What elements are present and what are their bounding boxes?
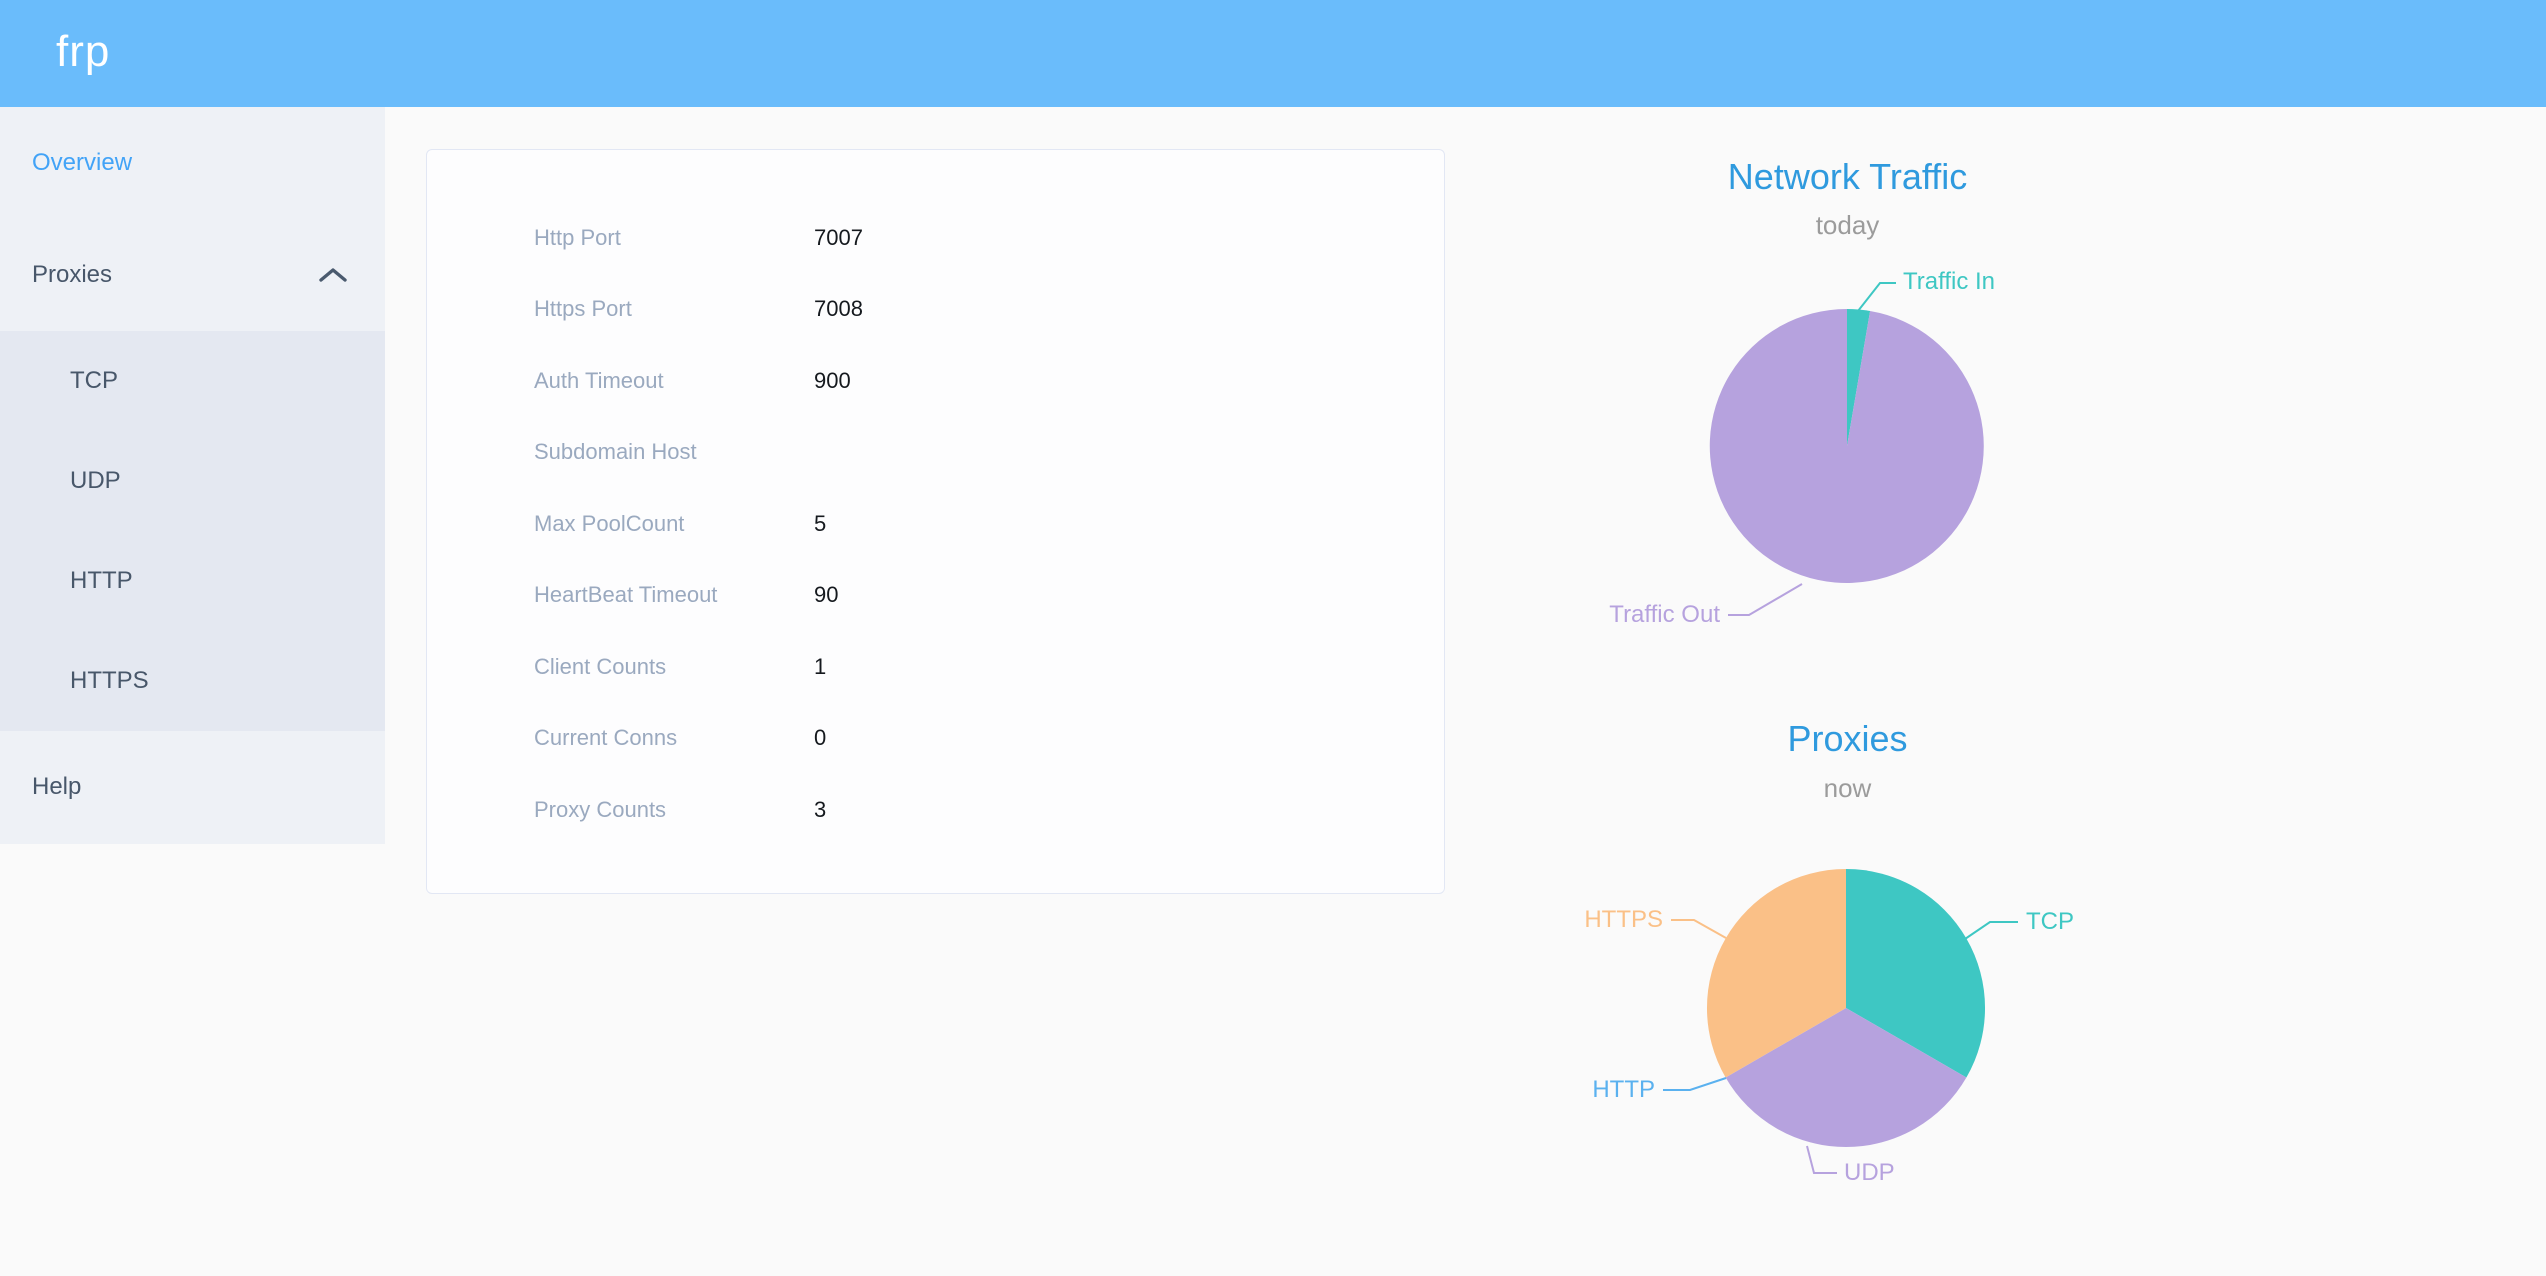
config-value: 900 [814, 367, 851, 393]
chart-title-network-traffic: Network Traffic [1727, 156, 1968, 197]
sidebar-item-tcp[interactable]: TCP [70, 367, 118, 394]
server-config-card: Http Port 7007 Https Port 7008 Auth Time… [426, 149, 1445, 894]
sidebar-item-proxies[interactable]: Proxies [0, 219, 385, 331]
pie-label-traffic-in: Traffic In [1903, 268, 1996, 295]
sidebar-item-http[interactable]: HTTP [70, 567, 133, 594]
charts-panel: Network Traffic today Proxies now Traffi… [1445, 107, 2250, 1234]
config-label: Current Conns [534, 725, 678, 751]
sidebar-item-help[interactable]: Help [32, 773, 82, 800]
udp-connector-line [1806, 1145, 1837, 1174]
chart-subtitle-network-traffic: today [1815, 210, 1880, 240]
proxies-pie-chart [1663, 869, 2018, 1174]
config-value: 7008 [814, 296, 863, 322]
config-value: 5 [814, 510, 827, 536]
pie-slice-udp[interactable] [1725, 1008, 1967, 1148]
config-row-client-counts: Client Counts 1 [427, 631, 1444, 703]
config-label: Client Counts [534, 653, 667, 679]
chevron-up-icon [319, 268, 347, 282]
config-label: Auth Timeout [534, 367, 664, 393]
network-traffic-pie-chart [1709, 282, 1984, 616]
sidebar-item-proxies-label: Proxies [32, 261, 113, 288]
config-label: Subdomain Host [534, 439, 697, 465]
config-row-max-poolcount: Max PoolCount 5 [427, 488, 1444, 560]
pie-slice-tcp[interactable] [1846, 869, 1986, 1078]
config-label: HeartBeat Timeout [534, 582, 718, 608]
app-header: frp [0, 0, 2546, 107]
https-connector-line [1671, 919, 1727, 939]
config-value: 1 [814, 653, 827, 679]
traffic-out-connector-line [1728, 583, 1803, 616]
pie-label-udp: UDP [1844, 1159, 1895, 1186]
config-value: 7007 [814, 224, 863, 250]
config-row-http-port: Http Port 7007 [427, 202, 1444, 274]
pie-label-http: HTTP [1592, 1076, 1655, 1103]
pie-slice-traffic-in[interactable] [1847, 309, 1871, 446]
config-row-heartbeat-timeout: HeartBeat Timeout 90 [427, 560, 1444, 632]
chart-title-proxies: Proxies [1787, 718, 1908, 759]
app-logo: frp [56, 27, 111, 76]
config-label: Http Port [534, 224, 621, 250]
config-row-https-port: Https Port 7008 [427, 274, 1444, 346]
config-value: 3 [814, 796, 827, 822]
sidebar-submenu-proxies: TCP UDP HTTP HTTPS [0, 331, 385, 731]
config-label: Proxy Counts [534, 796, 667, 822]
sidebar-item-https[interactable]: HTTPS [70, 667, 149, 694]
pie-label-https: HTTPS [1584, 906, 1663, 933]
pie-label-tcp: TCP [2026, 908, 2074, 935]
pie-slice-https[interactable] [1706, 869, 1846, 1078]
server-config-rows: Http Port 7007 Https Port 7008 Auth Time… [427, 202, 1444, 846]
chart-subtitle-proxies: now [1823, 773, 1872, 803]
config-label: Https Port [534, 296, 632, 322]
pie-label-traffic-out: Traffic Out [1609, 601, 1720, 628]
config-row-proxy-counts: Proxy Counts 3 [427, 774, 1444, 846]
config-value: 90 [814, 582, 839, 608]
sidebar-item-udp[interactable]: UDP [70, 467, 121, 494]
http-connector-line [1663, 1077, 1727, 1091]
sidebar-item-overview[interactable]: Overview [32, 149, 133, 176]
sidebar-menu: Overview Proxies TCP UDP HTTP HTTPS Help [0, 107, 385, 844]
config-value: 0 [814, 725, 827, 751]
config-row-auth-timeout: Auth Timeout 900 [427, 345, 1444, 417]
traffic-in-connector-line [1857, 282, 1896, 312]
pie-slice-traffic-out[interactable] [1709, 308, 1984, 583]
tcp-connector-line [1964, 921, 2018, 940]
config-row-current-conns: Current Conns 0 [427, 703, 1444, 775]
config-row-subdomain-host: Subdomain Host [427, 417, 1444, 489]
config-label: Max PoolCount [534, 510, 685, 536]
